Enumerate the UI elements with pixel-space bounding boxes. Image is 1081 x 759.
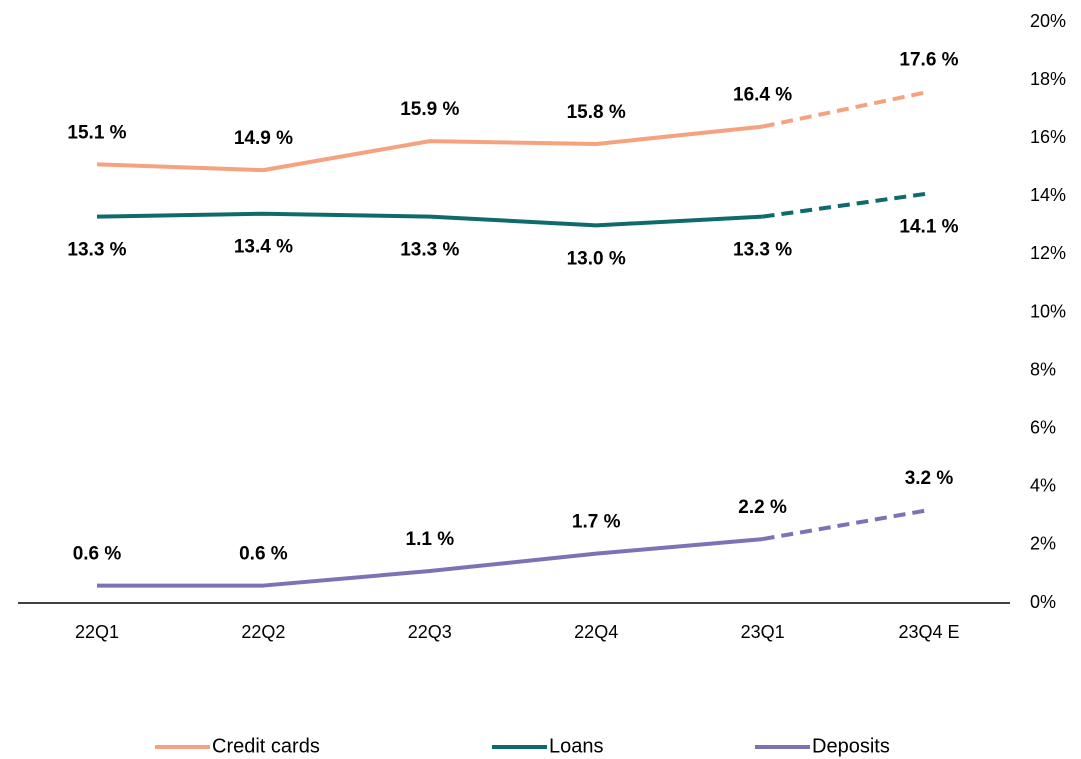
data-label: 15.8 %: [567, 102, 626, 123]
x-tick-label: 23Q1: [741, 622, 785, 642]
data-label: 0.6 %: [239, 544, 288, 565]
x-tick-label: 22Q1: [75, 622, 119, 642]
series-line-forecast: [762, 508, 930, 542]
data-label: 1.7 %: [572, 512, 621, 533]
y-tick-label: 4%: [1030, 476, 1056, 496]
data-label: 13.4 %: [234, 237, 293, 258]
y-tick-label: 16%: [1030, 127, 1066, 147]
data-label: 14.9 %: [234, 128, 293, 149]
data-label: 2.2 %: [738, 497, 787, 518]
data-label: 15.9 %: [400, 99, 459, 120]
data-label: 17.6 %: [899, 50, 958, 71]
data-label: 0.6 %: [73, 544, 122, 565]
series-line-forecast: [762, 191, 930, 219]
y-tick-label: 12%: [1030, 243, 1066, 263]
series-line: [96, 211, 763, 228]
x-tick-label: 22Q4: [574, 622, 618, 642]
y-tick-label: 10%: [1030, 301, 1066, 321]
series-line-forecast: [762, 89, 930, 129]
series-line: [96, 124, 763, 173]
data-label: 15.1 %: [67, 122, 126, 143]
y-tick-label: 2%: [1030, 534, 1056, 554]
legend-label: Loans: [549, 735, 604, 757]
legend-label: Deposits: [812, 735, 890, 757]
data-label: 16.4 %: [733, 85, 792, 106]
data-label: 1.1 %: [406, 529, 455, 550]
legend-label: Credit cards: [212, 735, 320, 757]
data-label: 14.1 %: [899, 216, 958, 237]
y-tick-label: 0%: [1030, 592, 1056, 612]
data-label: 13.0 %: [567, 248, 626, 269]
x-tick-label: 22Q3: [408, 622, 452, 642]
data-label: 13.3 %: [67, 240, 126, 261]
y-tick-label: 6%: [1030, 417, 1056, 437]
data-label: 13.3 %: [400, 240, 459, 261]
y-tick-label: 14%: [1030, 185, 1066, 205]
x-tick-label: 23Q4 E: [898, 622, 959, 642]
x-tick-label: 22Q2: [241, 622, 285, 642]
y-tick-label: 8%: [1030, 359, 1056, 379]
y-tick-label: 20%: [1030, 11, 1066, 31]
y-tick-label: 18%: [1030, 69, 1066, 89]
data-label: 3.2 %: [905, 468, 954, 489]
series-line: [97, 537, 763, 588]
data-label: 13.3 %: [733, 240, 792, 261]
